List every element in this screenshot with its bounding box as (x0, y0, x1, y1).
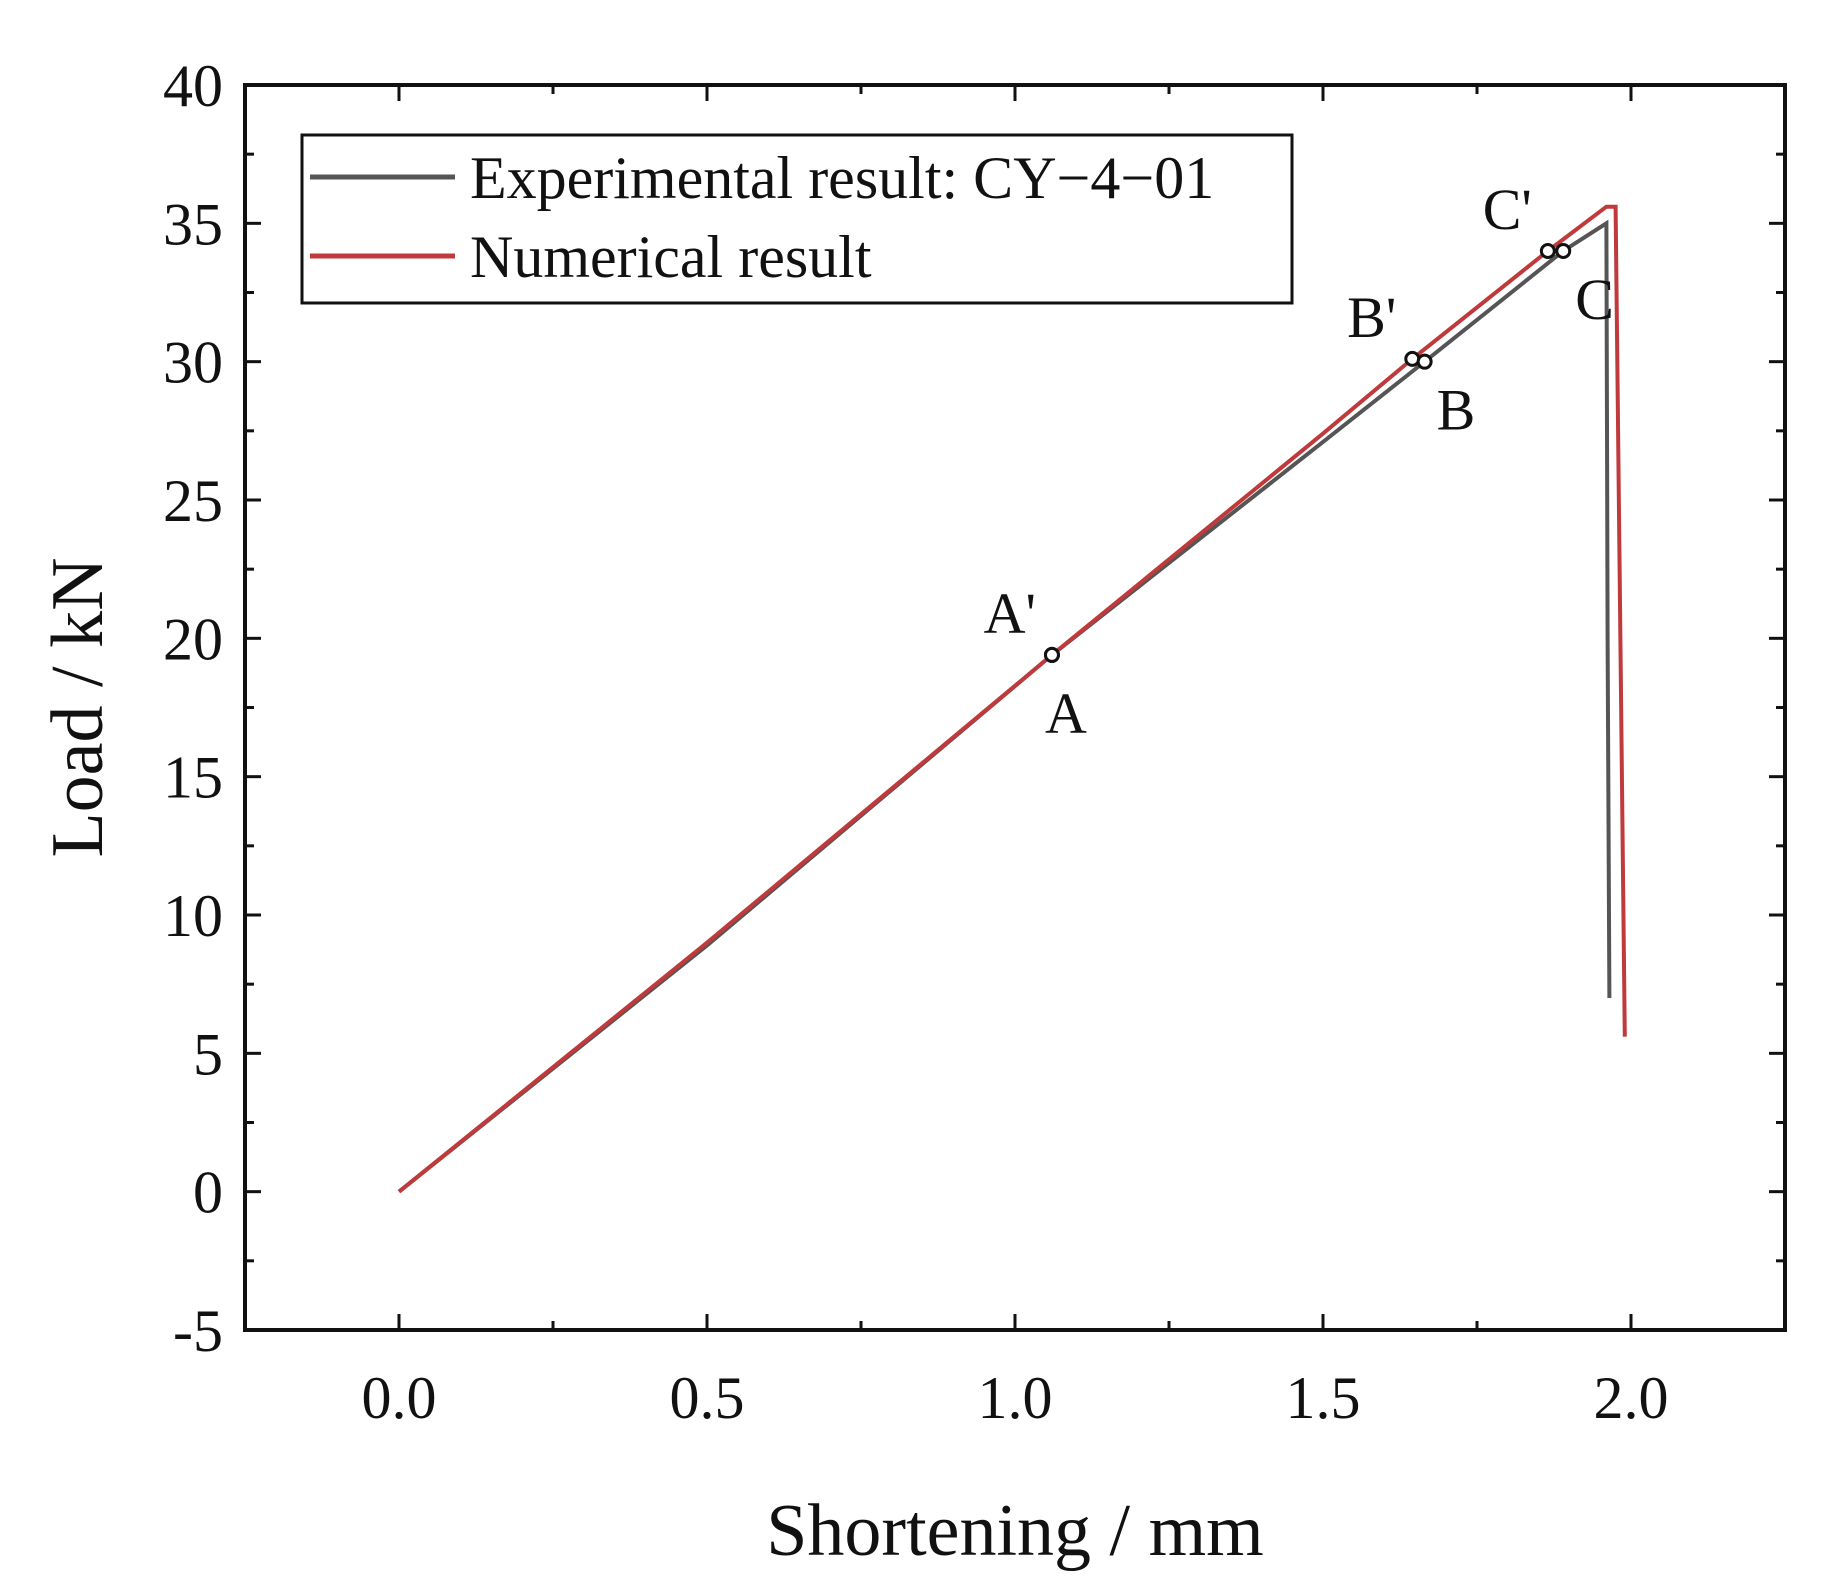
y-tick-label: 0 (193, 1160, 223, 1226)
x-tick-label: 2.0 (1594, 1365, 1669, 1431)
x-tick-label: 0.5 (670, 1365, 745, 1431)
point-marker (1416, 353, 1433, 370)
plot-frame (243, 83, 1787, 1332)
point-marker (1043, 646, 1060, 663)
point-label: A' (984, 581, 1036, 646)
x-tick-label: 0.0 (362, 1365, 437, 1431)
legend-box (300, 133, 1294, 305)
y-tick-label: 10 (163, 883, 223, 949)
x-tick-label: 1.0 (978, 1365, 1053, 1431)
point-marker (1539, 243, 1556, 259)
legend-label-numerical: Numerical result (470, 224, 872, 290)
point-marker (1555, 243, 1572, 259)
annotated-points: A'A B' B C' C (984, 177, 1614, 746)
series-lines (397, 204, 1627, 1194)
point-label: A (1045, 681, 1087, 746)
x-axis-title: Shortening / mm (766, 1490, 1263, 1572)
y-tick-label: 30 (163, 330, 223, 396)
y-axis-title: Load / kN (37, 557, 119, 857)
y-tick-label: 20 (163, 606, 223, 672)
x-tick-label: 1.5 (1286, 1365, 1361, 1431)
y-tick-label: -5 (173, 1298, 223, 1364)
y-tick-label: 5 (193, 1021, 223, 1087)
axis-titles: Shortening / mm Load / kN (37, 557, 1264, 1572)
point-label: B (1437, 378, 1476, 443)
legend-label-experimental: Experimental result: CY−4−01 (470, 145, 1214, 211)
point-label: C' (1483, 177, 1532, 242)
y-tick-label: 40 (163, 53, 223, 119)
axis-ticks: 0.0 0.5 1.0 1.5 2.0 -5 0 5 10 15 20 25 30 35 40 (163, 53, 1787, 1431)
point-label: C (1575, 267, 1614, 332)
point-label: B' (1347, 285, 1396, 350)
y-tick-label: 35 (163, 191, 223, 257)
series-numerical-line (397, 204, 1627, 1194)
y-tick-label: 15 (163, 745, 223, 811)
legend: Experimental result: CY−4−01 Numerical re… (300, 133, 1294, 305)
y-tick-label: 25 (163, 468, 223, 534)
